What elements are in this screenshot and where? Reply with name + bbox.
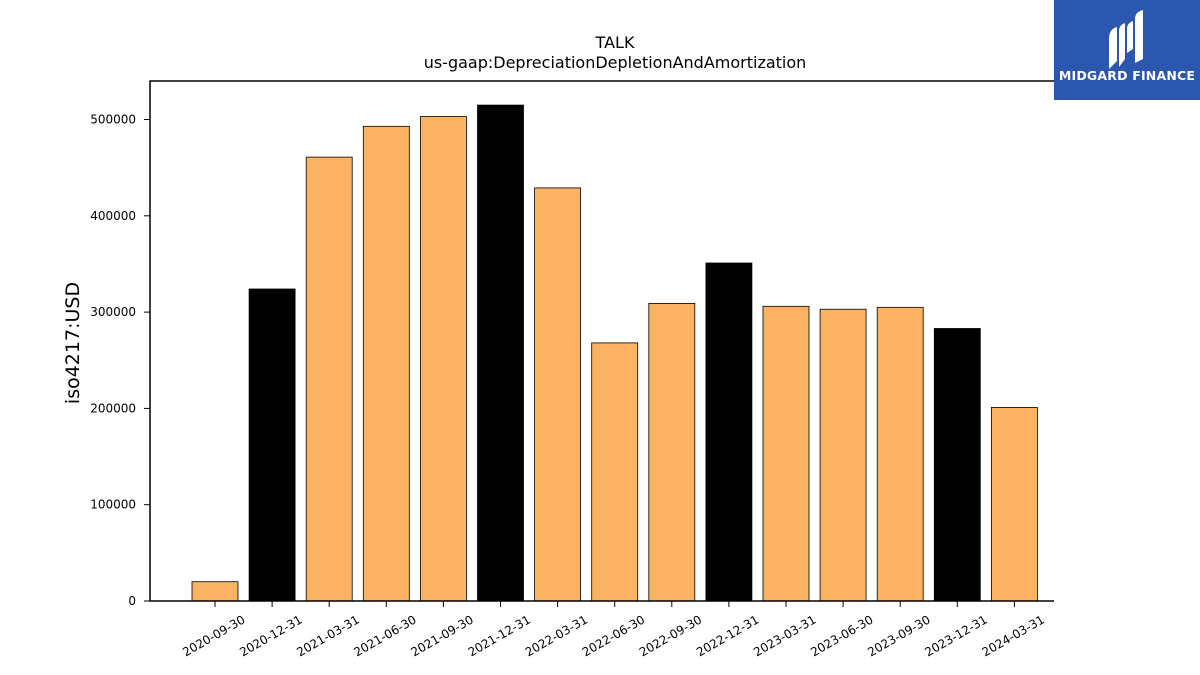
midgard-logo-icon: [1109, 10, 1143, 69]
midgard-finance-logo: MIDGARD FINANCE: [1054, 0, 1200, 100]
x-tick-label: 2023-03-31: [751, 612, 818, 659]
y-tick-label: 0: [128, 594, 136, 608]
x-tick-label: 2020-09-30: [180, 612, 247, 659]
x-tick-label: 2022-12-31: [694, 612, 761, 659]
bar-2021-09-30: [419, 116, 467, 602]
x-tick-label: 2023-06-30: [808, 612, 875, 659]
logo-text: MIDGARD FINANCE: [1058, 68, 1196, 83]
y-tick-label: 400000: [90, 209, 136, 223]
bar-2023-12-31: [933, 328, 981, 602]
bars-layer: [191, 104, 1038, 602]
bar-2020-09-30: [191, 581, 239, 602]
x-tick-label: 2023-09-30: [865, 612, 932, 659]
bar-2022-12-31: [705, 262, 753, 602]
bar-2022-06-30: [591, 342, 639, 602]
x-tick-label: 2023-12-31: [922, 612, 989, 659]
y-tick-label: 200000: [90, 401, 136, 415]
x-tick-label: 2024-03-31: [979, 612, 1046, 659]
y-tick-label: 500000: [90, 113, 136, 127]
y-axis-ticks: 0 100000 200000 300000 400000 500000: [90, 113, 150, 608]
x-axis-ticks: 2020-09-302020-12-312021-03-312021-06-30…: [180, 601, 1047, 659]
plot-frame: [149, 80, 1054, 602]
x-tick-label: 2022-06-30: [580, 612, 647, 659]
bar-2021-03-31: [305, 156, 353, 602]
bar-chart: TALK us-gaap:DepreciationDepletionAndAmo…: [62, 33, 1054, 659]
x-tick-label: 2022-09-30: [637, 612, 704, 659]
bar-2023-06-30: [819, 308, 867, 602]
bar-2023-03-31: [762, 305, 810, 602]
bar-2022-09-30: [648, 302, 696, 602]
bar-2022-03-31: [534, 187, 581, 602]
y-tick-label: 300000: [90, 305, 136, 319]
y-tick-label: 100000: [90, 498, 136, 512]
y-axis-label: iso4217:USD: [62, 282, 84, 404]
bar-2023-09-30: [876, 306, 924, 602]
x-tick-label: 2021-06-30: [351, 612, 418, 659]
chart-title: TALK: [595, 33, 635, 52]
x-tick-label: 2022-03-31: [523, 612, 590, 659]
bar-2024-03-31: [991, 406, 1038, 602]
x-tick-label: 2021-12-31: [466, 612, 533, 659]
chart-subtitle: us-gaap:DepreciationDepletionAndAmortiza…: [424, 53, 807, 72]
x-tick-label: 2021-09-30: [408, 612, 475, 659]
bar-2021-12-31: [477, 104, 524, 602]
bar-2020-12-31: [248, 288, 296, 602]
bar-2021-06-30: [362, 125, 410, 602]
x-tick-label: 2021-03-31: [294, 612, 361, 659]
x-tick-label: 2020-12-31: [237, 612, 304, 659]
